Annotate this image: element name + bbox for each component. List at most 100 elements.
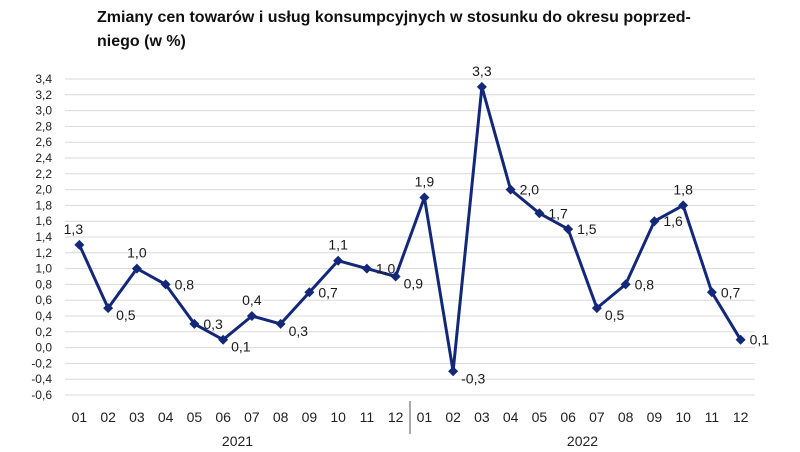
y-tick-label: 3,0 [35,104,52,118]
y-tick-label: 1,6 [35,214,52,228]
y-tick-label: 1,2 [35,246,52,260]
data-point-marker [275,318,286,329]
x-tick-label: 05 [187,409,203,425]
data-point-marker [333,255,344,266]
data-point-marker [649,216,660,227]
x-tick-label: 02 [100,409,116,425]
x-tick-label: 10 [330,409,346,425]
y-tick-label: 2,4 [35,151,52,165]
gridlines [65,78,755,396]
data-label: -0,3 [461,370,485,386]
data-point-marker [218,334,229,345]
data-label: 0,1 [750,332,770,348]
data-label: 1,9 [415,174,435,190]
data-label: 1,0 [376,261,396,277]
x-tick-label: 01 [72,409,88,425]
chart-title-line-2: niego (w %) [97,33,186,50]
data-point-marker [476,81,487,92]
y-tick-label: 0,8 [35,277,52,291]
data-point-marker [735,334,746,345]
x-tick-label: 11 [360,409,375,425]
data-point-marker [448,366,459,377]
x-tick-label: 09 [302,409,318,425]
x-tick-label: 12 [733,409,749,425]
data-point-marker [189,318,200,329]
data-point-marker [74,239,85,250]
data-label: 1,5 [577,221,597,237]
data-label: 0,4 [242,292,262,308]
y-axis-ticks: -0,6 -0,4 -0,20,0 0,2 0,4 0,6 0,81,0 1,2 1,4 1,6 1… [31,72,52,402]
data-label: 0,3 [203,316,223,332]
data-point-marker [620,279,631,290]
data-label: 1,1 [328,237,348,253]
data-point-marker [591,303,602,314]
y-tick-label: -0,6 [31,388,52,402]
data-point-marker [304,287,315,298]
data-label: 0,5 [116,307,136,323]
x-tick-label: 07 [589,409,605,425]
series-line-path [78,85,742,373]
data-label: 0,5 [605,307,625,323]
data-label: 0,3 [289,323,309,339]
data-point-marker [706,287,717,298]
data-label: 0,9 [404,276,424,292]
x-tick-label: 11 [705,409,720,425]
x-tick-label: 08 [618,409,634,425]
y-tick-label: 1,0 [35,262,52,276]
x-axis: 01 02 03 04 05 06 07 08 09 10 11 12 01 02 03 04 05 06 07 08… [72,401,749,449]
data-point-marker [361,263,372,274]
x-tick-label: 04 [158,409,174,425]
x-tick-label: 04 [503,409,519,425]
x-tick-label: 07 [244,409,260,425]
x-tick-label: 03 [474,409,490,425]
x-tick-label: 02 [445,409,461,425]
data-point-marker [103,303,114,314]
y-tick-label: 0,6 [35,293,52,307]
data-label: 0,7 [318,284,338,300]
data-label: 0,8 [175,276,195,292]
data-point-marker [419,192,430,203]
series-line [78,85,742,373]
data-label: 1,0 [127,245,147,261]
data-label: 1,6 [663,213,683,229]
x-tick-label: 03 [129,409,145,425]
x-tick-label: 08 [273,409,289,425]
data-labels: 1,3 0,5 1,0 0,8 0,3 0,1 0,4 0,3 0,7 1,1 1,0 0,9 1,9 -… [64,63,770,386]
data-label: 0,8 [635,276,655,292]
x-tick-label: 05 [532,409,548,425]
data-point-marker [563,224,574,235]
data-label: 1,7 [548,205,568,221]
y-tick-label: 3,4 [35,72,52,86]
data-point-marker [534,208,545,219]
data-label: 1,3 [64,221,84,237]
y-tick-label: 2,0 [35,183,52,197]
data-label: 2,0 [520,182,540,198]
x-tick-label: 06 [560,409,576,425]
data-label: 1,8 [673,181,693,197]
x-tick-label: 10 [675,409,691,425]
chart-title-line-1: Zmiany cen towarów i usług konsumpcyjnyc… [97,9,691,26]
data-label: 3,3 [472,63,492,79]
data-point-marker [246,311,257,321]
x-tick-label: 12 [388,409,404,425]
y-tick-label: 2,6 [35,135,52,149]
y-tick-label: 2,8 [35,119,52,133]
data-point-marker [678,200,689,211]
x-tick-label: 09 [647,409,663,425]
data-point-marker [505,184,516,195]
y-tick-label: -0,4 [31,372,52,386]
y-tick-label: 1,4 [35,230,52,244]
y-tick-label: 0,0 [35,341,52,355]
data-point-marker [160,279,171,290]
data-point-marker [131,263,142,274]
series-markers [74,81,746,377]
x-year-label: 2022 [567,433,598,449]
y-tick-label: 3,2 [35,88,52,102]
y-tick-label: 0,2 [35,325,52,339]
y-tick-label: -0,2 [31,356,52,370]
x-year-label: 2021 [222,433,253,449]
x-tick-label: 06 [215,409,231,425]
x-tick-label: 01 [417,409,433,425]
y-tick-label: 0,4 [35,309,52,323]
